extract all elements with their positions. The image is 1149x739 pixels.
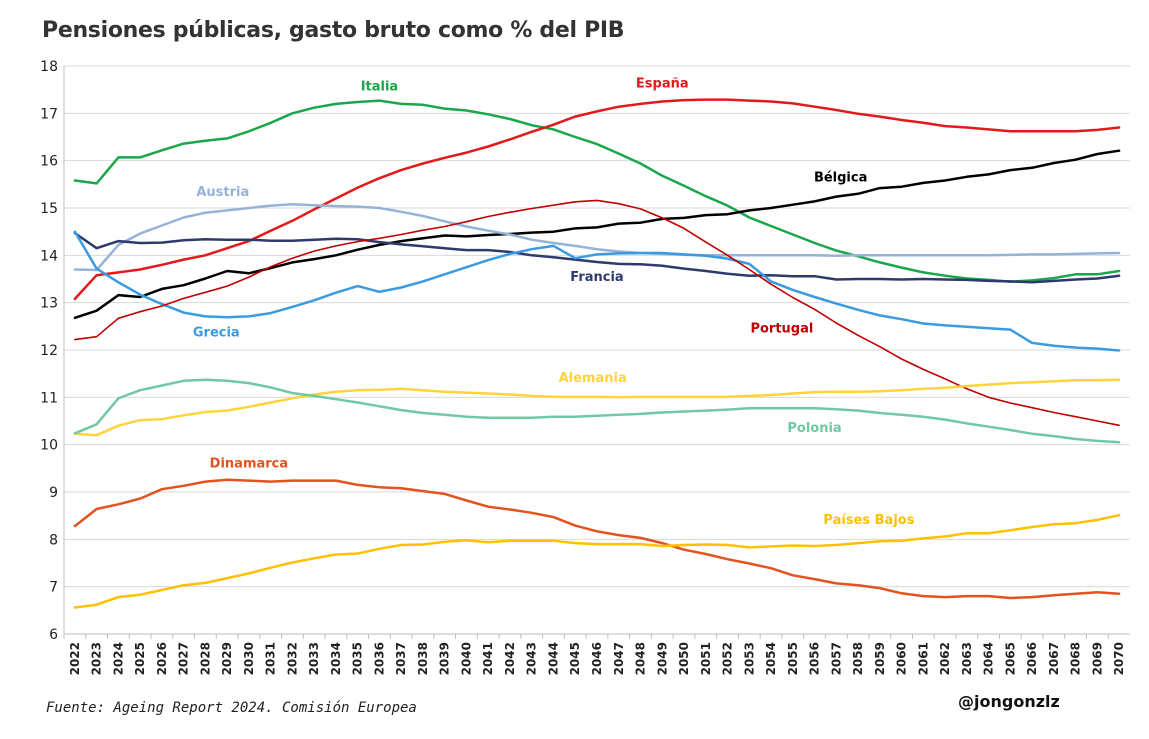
chart-title: Pensiones públicas, gasto bruto como % d… [42,18,625,43]
series-line-7 [73,378,1121,437]
series-line-5 [73,230,1121,352]
series-line-8 [73,378,1121,444]
y-tick-label: 10 [40,438,58,454]
series-line-0 [73,99,1121,284]
x-tick-label: 2053 [742,642,756,675]
x-axis-ticks: 2022 2023 2024 2025 2026 2027 2028 2029 2030 2031… [63,634,1126,675]
x-tick-label: 2047 [612,642,626,675]
y-tick-label: 11 [40,390,58,406]
x-tick-label: 2046 [590,642,604,675]
x-tick-label: 2069 [1090,642,1104,675]
y-tick-label: 13 [40,296,58,312]
x-tick-label: 2024 [111,642,125,675]
x-tick-label: 2031 [264,642,278,675]
x-tick-label: 2022 [68,642,82,675]
x-tick-label: 2042 [503,642,517,675]
x-tick-label: 2067 [1047,642,1061,675]
y-tick-label: 6 [49,627,58,643]
x-tick-label: 2050 [677,642,691,675]
x-tick-label: 2023 [90,642,104,675]
x-tick-label: 2029 [220,642,234,675]
y-tick-label: 15 [40,201,58,217]
series-label-3: Austria [196,185,249,200]
x-tick-label: 2056 [808,642,822,675]
x-tick-label: 2027 [177,642,191,675]
x-tick-label: 2051 [699,642,713,675]
x-tick-label: 2045 [568,642,582,675]
series-label-6: Portugal [750,321,813,336]
x-tick-label: 2064 [982,642,996,675]
x-tick-label: 2037 [394,642,408,675]
x-tick-label: 2034 [329,642,343,675]
y-tick-label: 17 [40,106,58,122]
x-tick-label: 2035 [351,642,365,675]
series-label-7: Alemania [559,371,627,386]
source-note: Fuente: Ageing Report 2024. Comisión Eur… [46,700,417,716]
y-tick-label: 14 [40,248,58,264]
x-tick-label: 2048 [634,642,648,675]
x-tick-label: 2052 [721,642,735,675]
series-label-4: Francia [570,270,623,285]
x-tick-label: 2066 [1025,642,1039,675]
y-tick-label: 9 [49,485,58,501]
x-tick-label: 2043 [525,642,539,675]
y-axis-ticks: 6 7 8 9 10 11 12 13 14 15 16 17 18 [40,59,58,643]
x-tick-label: 2054 [764,642,778,675]
x-tick-label: 2065 [1003,642,1017,675]
y-tick-label: 18 [40,59,58,75]
x-tick-label: 2063 [960,642,974,675]
x-tick-label: 2057 [829,642,843,675]
series-line-1 [73,98,1121,301]
x-tick-label: 2049 [655,642,669,675]
series-label-9: Dinamarca [210,456,288,471]
series-line-4 [73,231,1121,284]
series-label-2: Bélgica [814,170,867,185]
y-tick-label: 12 [40,343,58,359]
x-tick-label: 2041 [481,642,495,675]
y-tick-label: 7 [49,580,58,596]
x-tick-label: 2040 [459,642,473,675]
series-line-6 [74,199,1120,427]
series-label-1: España [636,76,689,91]
grid-lines [63,65,1130,635]
x-tick-label: 2070 [1112,642,1126,675]
series-line-9 [73,478,1121,600]
series-line-10 [73,513,1121,609]
series-label-8: Polonia [787,421,841,436]
series-label-5: Grecia [193,325,240,340]
x-tick-label: 2062 [938,642,952,675]
series-label-10: Países Bajos [823,513,914,528]
x-tick-label: 2028 [198,642,212,675]
series-line-2 [73,149,1121,320]
x-tick-label: 2038 [416,642,430,675]
series-label-0: Italia [361,80,399,95]
x-tick-label: 2059 [873,642,887,675]
x-tick-label: 2055 [786,642,800,675]
series-line-3 [73,202,1121,272]
y-tick-label: 8 [49,532,58,548]
x-tick-label: 2025 [133,642,147,675]
x-tick-label: 2039 [438,642,452,675]
x-tick-label: 2030 [242,642,256,675]
x-tick-label: 2026 [155,642,169,675]
series-lines [73,98,1121,609]
series-labels: Italia España Bélgica Austria Francia Grecia P… [193,76,915,528]
x-tick-label: 2060 [895,642,909,675]
x-tick-label: 2061 [916,642,930,675]
x-tick-label: 2044 [546,642,560,675]
x-tick-label: 2068 [1069,642,1083,675]
x-tick-label: 2032 [285,642,299,675]
author-credit: @jongonzlz [958,692,1060,711]
y-tick-label: 16 [40,154,58,170]
x-tick-label: 2058 [851,642,865,675]
x-tick-label: 2033 [307,642,321,675]
x-tick-label: 2036 [372,642,386,675]
